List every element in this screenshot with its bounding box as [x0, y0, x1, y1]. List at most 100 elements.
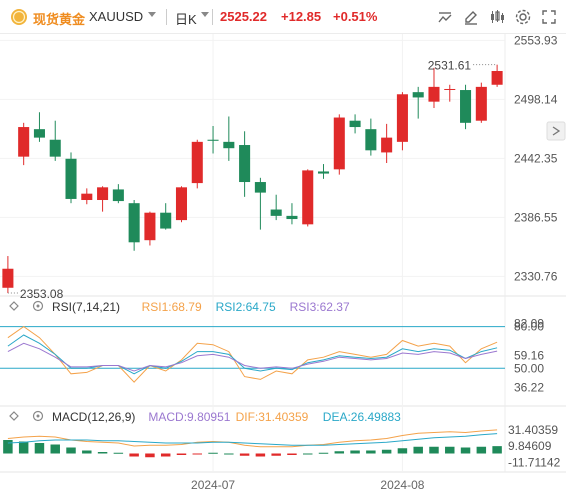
grid-lines [0, 34, 566, 473]
price-change-pct: +0.51% [333, 9, 378, 24]
symbol-dropdown-icon[interactable] [148, 12, 156, 17]
candle-body [207, 139, 219, 141]
candle-body [175, 187, 188, 221]
macd-tick-label: -11.71142 [508, 455, 561, 469]
candle-body [286, 215, 298, 220]
last-price: 2525.22 [220, 9, 267, 24]
candle-body [128, 203, 140, 243]
macd-bar [476, 446, 487, 454]
rsi-line [7, 334, 498, 375]
macd-bar [239, 453, 250, 456]
macd-bar [145, 453, 155, 458]
period-dropdown-icon[interactable] [201, 12, 209, 17]
indicator-settings-icon-dot [36, 414, 40, 418]
candle-body [444, 88, 456, 90]
collapse-arrow-icon[interactable] [9, 411, 19, 421]
macd-bar [192, 453, 202, 455]
candle-body [144, 212, 156, 241]
collapse-arrow-icon[interactable] [9, 301, 19, 311]
y-tick-label: 2386.55 [514, 210, 558, 224]
macd-bar [460, 447, 471, 454]
macd-bar [34, 443, 45, 454]
y-tick-label: 2442.35 [514, 151, 558, 165]
indicator-settings-icon[interactable] [32, 410, 44, 422]
indicator-value: MACD:9.80951 [148, 410, 230, 424]
macd-panel [3, 429, 502, 458]
rsi-tick-label: 82.09 [514, 317, 544, 331]
candle-body [396, 94, 408, 142]
candle-body [112, 189, 124, 202]
chart-type-icon[interactable] [436, 8, 454, 26]
macd-bar [97, 452, 108, 454]
macd-bar [350, 450, 360, 454]
indicator-value: RSI3:62.37 [290, 300, 350, 314]
period-selector[interactable]: 日K [175, 12, 197, 27]
macd-tick-label: 9.84609 [508, 439, 552, 453]
candle-body [160, 212, 172, 229]
divider [166, 9, 167, 25]
indicator-value: RSI2:64.75 [216, 300, 276, 314]
min-price-label: 2353.08 [20, 287, 64, 301]
candle-body [254, 182, 266, 193]
macd-bar [429, 446, 439, 454]
candle-body [491, 71, 503, 85]
macd-line [7, 433, 498, 446]
collapse-handle[interactable] [546, 121, 566, 141]
candle-body [191, 141, 203, 184]
settings-icon[interactable] [514, 8, 532, 26]
candle-body [18, 127, 30, 157]
candle-body [460, 90, 472, 123]
rsi-reference-label: 50.00 [514, 361, 544, 375]
indicator-icon[interactable] [488, 8, 506, 26]
rsi-line [7, 325, 498, 383]
kline-chart[interactable]: 2531.61 2353.08 2553.93 2498.14 2442.35 2386… [0, 34, 566, 499]
y-tick-label: 2330.76 [514, 269, 558, 283]
symbol-code[interactable]: XAUUSD [89, 9, 144, 24]
draw-icon[interactable] [462, 8, 480, 26]
macd-bar [381, 449, 392, 454]
indicator-title: MACD(12,26,9) [52, 410, 135, 424]
chart-header: 现货黄金 XAUUSD 日K 2525.22 +12.85 +0.51% [0, 0, 566, 34]
macd-bar [82, 450, 92, 454]
macd-bar [113, 452, 124, 454]
rsi-legend: RSI(7,14,21) RSI1:68.79 RSI2:64.75 RSI3:62.… [9, 300, 350, 314]
macd-bar [208, 452, 218, 454]
macd-bar [271, 453, 281, 456]
indicator-title: RSI(7,14,21) [52, 300, 120, 314]
indicator-settings-icon[interactable] [32, 300, 44, 312]
macd-bar [397, 448, 408, 454]
macd-bar [287, 453, 297, 455]
macd-legend: MACD(12,26,9) MACD:9.80951 DIF:31.40359 DEA… [9, 410, 401, 424]
x-tick-label: 2024-08 [380, 478, 424, 492]
candle-body [270, 209, 282, 216]
macd-bar [129, 453, 139, 457]
candle-body [317, 171, 330, 174]
candle-body [81, 193, 93, 201]
candle-body [333, 117, 345, 170]
macd-bar [303, 453, 313, 455]
indicator-value: DIF:31.40359 [236, 410, 309, 424]
indicator-settings-icon-dot [36, 304, 40, 308]
macd-bar [66, 447, 76, 454]
price-change: +12.85 [281, 9, 322, 24]
macd-bar [50, 444, 60, 454]
macd-bar [366, 450, 376, 454]
macd-bar [318, 452, 329, 454]
candles-layer: 2531.61 2353.08 [2, 59, 503, 301]
symbol-name[interactable]: 现货黄金 [33, 12, 86, 27]
rsi-panel [0, 325, 505, 383]
indicator-value: RSI1:68.79 [142, 300, 202, 314]
candle-body [49, 139, 61, 157]
macd-bar [445, 446, 455, 454]
rsi-line [7, 342, 498, 372]
macd-bar [413, 446, 423, 454]
macd-bar [160, 453, 171, 457]
macd-line [7, 429, 498, 448]
fullscreen-icon[interactable] [540, 8, 558, 26]
macd-bar [334, 451, 345, 454]
macd-bar [3, 440, 13, 454]
candle-body [2, 268, 14, 288]
candle-body [97, 187, 109, 201]
x-tick-label: 2024-07 [191, 478, 235, 492]
y-tick-label: 2553.93 [514, 34, 558, 47]
